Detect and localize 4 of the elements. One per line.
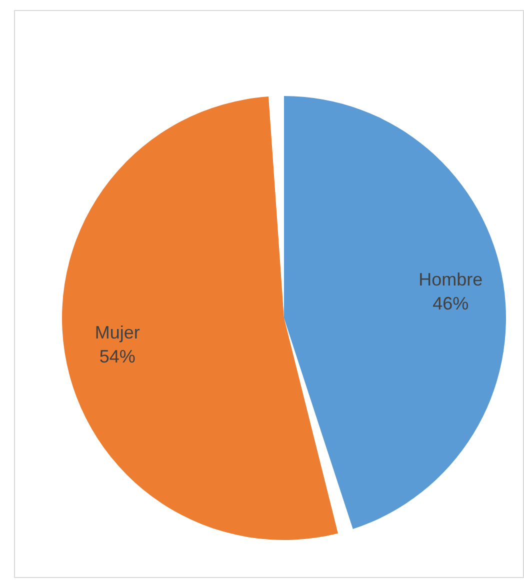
slice-label: Hombre [418, 269, 483, 290]
slice-label: Mujer [94, 322, 140, 343]
data-label: 46% [432, 293, 469, 314]
data-label: 54% [99, 346, 136, 367]
